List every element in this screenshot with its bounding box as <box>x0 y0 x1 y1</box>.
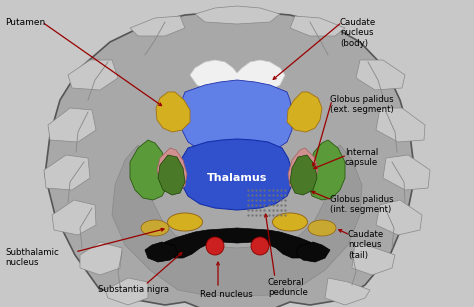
Polygon shape <box>45 12 415 307</box>
Polygon shape <box>157 148 187 192</box>
Text: Internal
capsule: Internal capsule <box>345 148 378 167</box>
Polygon shape <box>288 148 318 192</box>
Ellipse shape <box>308 220 336 236</box>
Ellipse shape <box>141 220 169 236</box>
Text: Caudate
nucleus
(tail): Caudate nucleus (tail) <box>348 230 384 260</box>
Polygon shape <box>383 155 430 190</box>
Text: Globus palidus
(ext. segment): Globus palidus (ext. segment) <box>330 95 394 115</box>
Text: Thalamus: Thalamus <box>207 173 267 183</box>
Polygon shape <box>376 108 425 142</box>
Ellipse shape <box>251 237 269 255</box>
Polygon shape <box>48 108 96 142</box>
Polygon shape <box>376 200 422 235</box>
Polygon shape <box>296 242 330 262</box>
Polygon shape <box>44 155 90 190</box>
Polygon shape <box>145 242 178 262</box>
Polygon shape <box>105 278 148 305</box>
Polygon shape <box>180 139 292 210</box>
Text: Caudate
nucleus
(body): Caudate nucleus (body) <box>340 18 376 48</box>
Polygon shape <box>356 60 405 90</box>
Polygon shape <box>287 92 322 132</box>
Polygon shape <box>156 92 190 132</box>
Text: Substantia nigra: Substantia nigra <box>98 285 169 294</box>
Polygon shape <box>290 155 317 195</box>
Polygon shape <box>325 278 370 305</box>
Polygon shape <box>68 60 118 90</box>
Ellipse shape <box>206 237 224 255</box>
Polygon shape <box>158 155 185 195</box>
Polygon shape <box>352 242 395 275</box>
Text: Globus palidus
(int. segment): Globus palidus (int. segment) <box>330 195 393 214</box>
Polygon shape <box>290 16 345 36</box>
Ellipse shape <box>167 213 202 231</box>
Polygon shape <box>80 242 122 275</box>
Polygon shape <box>112 145 362 296</box>
Polygon shape <box>52 200 96 235</box>
Polygon shape <box>180 80 292 157</box>
Text: Cerebral
peduncle: Cerebral peduncle <box>268 278 308 297</box>
Polygon shape <box>195 6 280 24</box>
Text: Subthalamic
nucleus: Subthalamic nucleus <box>5 248 59 267</box>
Text: Red nucleus: Red nucleus <box>200 290 253 299</box>
Polygon shape <box>130 140 168 200</box>
Polygon shape <box>162 228 313 258</box>
Polygon shape <box>308 140 345 200</box>
Polygon shape <box>130 16 185 36</box>
Ellipse shape <box>273 213 308 231</box>
Polygon shape <box>190 60 285 92</box>
Text: Putamen: Putamen <box>5 18 45 27</box>
